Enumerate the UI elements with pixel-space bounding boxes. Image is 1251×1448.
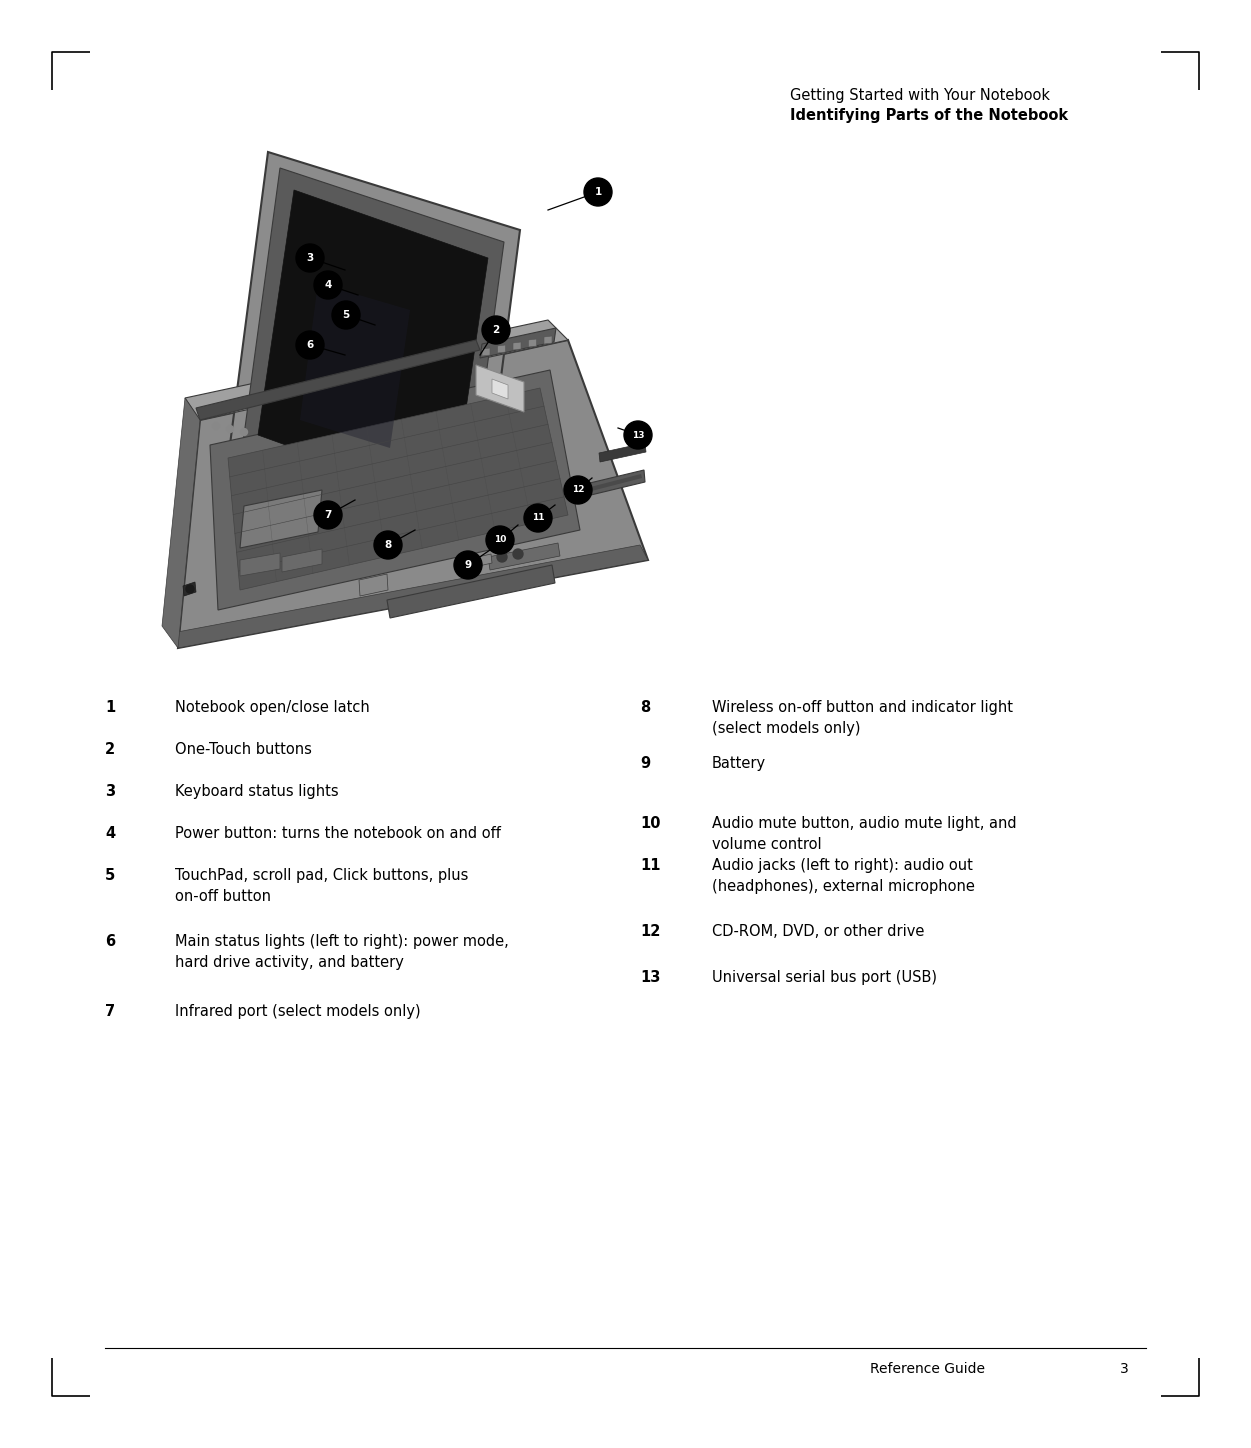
Text: 2: 2 [493,324,499,334]
Polygon shape [488,543,560,571]
Circle shape [513,549,523,559]
Text: 11: 11 [532,514,544,523]
Polygon shape [469,555,492,568]
Text: 5: 5 [343,310,349,320]
Text: 13: 13 [641,970,661,985]
Text: 4: 4 [324,279,332,290]
Text: 12: 12 [641,924,661,938]
Polygon shape [161,398,200,649]
Polygon shape [210,371,580,610]
Polygon shape [482,348,490,356]
Polygon shape [171,544,648,649]
Text: 2: 2 [105,741,115,757]
Polygon shape [241,168,504,524]
Text: 6: 6 [306,340,314,350]
Text: Audio mute button, audio mute light, and
volume control: Audio mute button, audio mute light, and… [712,817,1017,851]
Text: 11: 11 [641,859,661,873]
Polygon shape [475,365,524,413]
Polygon shape [528,339,537,348]
Circle shape [314,271,342,298]
Text: CD-ROM, DVD, or other drive: CD-ROM, DVD, or other drive [712,924,924,938]
Polygon shape [258,190,488,505]
Polygon shape [196,340,480,420]
Circle shape [624,421,652,449]
Polygon shape [492,379,508,400]
Polygon shape [480,329,555,358]
Circle shape [454,552,482,579]
Text: Main status lights (left to right): power mode,
hard drive activity, and battery: Main status lights (left to right): powe… [175,934,509,970]
Circle shape [226,426,234,433]
Polygon shape [599,443,646,462]
Text: 7: 7 [324,510,332,520]
Text: 10: 10 [494,536,507,544]
Text: 1: 1 [105,699,115,715]
Circle shape [497,552,507,562]
Text: One-Touch buttons: One-Touch buttons [175,741,311,757]
Text: 7: 7 [105,1003,115,1019]
Text: Audio jacks (left to right): audio out
(headphones), external microphone: Audio jacks (left to right): audio out (… [712,859,975,893]
Text: 9: 9 [464,560,472,571]
Polygon shape [387,565,555,618]
Circle shape [332,301,360,329]
Circle shape [524,504,552,531]
Polygon shape [569,471,646,500]
Circle shape [213,423,219,430]
Text: Power button: turns the notebook on and off: Power button: turns the notebook on and … [175,825,500,841]
Text: 3: 3 [1120,1363,1128,1376]
Text: Wireless on-off button and indicator light
(select models only): Wireless on-off button and indicator lig… [712,699,1013,736]
Text: 8: 8 [641,699,651,715]
Text: 13: 13 [632,430,644,440]
Text: Keyboard status lights: Keyboard status lights [175,783,339,799]
Circle shape [485,526,514,555]
Polygon shape [359,573,388,597]
Text: 8: 8 [384,540,392,550]
Circle shape [374,531,402,559]
Text: Reference Guide: Reference Guide [869,1363,985,1376]
Text: Getting Started with Your Notebook: Getting Started with Your Notebook [789,88,1050,103]
Text: Battery: Battery [712,756,766,770]
Polygon shape [178,340,648,649]
Text: 1: 1 [594,187,602,197]
Polygon shape [281,549,322,572]
Circle shape [240,429,248,436]
Polygon shape [240,553,280,576]
Text: 3: 3 [105,783,115,799]
Text: Infrared port (select models only): Infrared port (select models only) [175,1003,420,1019]
Polygon shape [544,336,552,345]
Text: 3: 3 [306,253,314,264]
Text: 6: 6 [105,934,115,948]
Circle shape [314,501,342,529]
Circle shape [482,316,510,345]
Polygon shape [185,320,568,420]
Polygon shape [498,345,505,353]
Circle shape [296,245,324,272]
Polygon shape [513,342,520,350]
Text: 5: 5 [105,867,115,883]
Circle shape [186,585,194,594]
Text: Notebook open/close latch: Notebook open/close latch [175,699,370,715]
Polygon shape [228,388,568,589]
Polygon shape [300,282,410,447]
Text: Universal serial bus port (USB): Universal serial bus port (USB) [712,970,937,985]
Polygon shape [183,582,196,597]
Polygon shape [570,473,642,497]
Text: TouchPad, scroll pad, Click buttons, plus
on-off button: TouchPad, scroll pad, Click buttons, plu… [175,867,468,904]
Polygon shape [240,489,322,547]
Text: Identifying Parts of the Notebook: Identifying Parts of the Notebook [789,109,1068,123]
Text: 9: 9 [641,756,651,770]
Circle shape [584,178,612,206]
Circle shape [296,332,324,359]
Text: 10: 10 [641,817,661,831]
Polygon shape [228,152,520,540]
Text: 4: 4 [105,825,115,841]
Text: 12: 12 [572,485,584,495]
Circle shape [564,476,592,504]
